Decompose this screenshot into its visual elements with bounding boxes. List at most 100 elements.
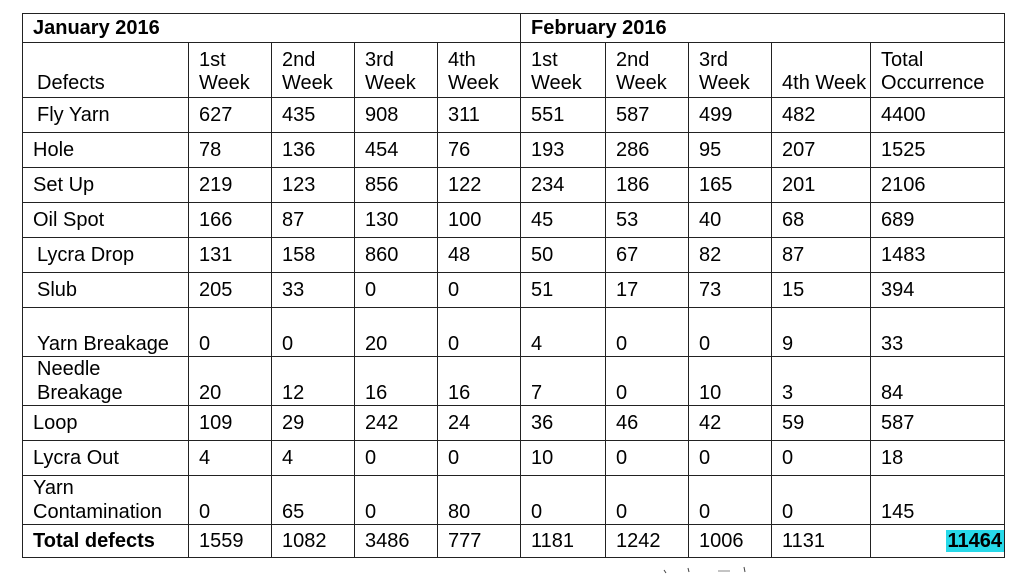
feb-week1-cell: 50 bbox=[520, 237, 607, 273]
header-jan-week4: 4th Week bbox=[436, 42, 522, 98]
defect-name-cell: Loop bbox=[22, 405, 189, 441]
jan-week1-cell: 131 bbox=[188, 237, 272, 273]
table-row: Lycra Out 4 4 0 0 10 0 0 0 18 bbox=[22, 440, 1006, 476]
jan-week2-cell: 0 bbox=[271, 307, 355, 357]
feb-week1-cell: 7 bbox=[520, 356, 607, 406]
feb-week2-cell: 587 bbox=[605, 97, 690, 133]
total-jan-week3-cell: 3486 bbox=[354, 524, 438, 558]
defect-name-cell: Yarn Contamination bbox=[22, 475, 189, 525]
total-feb-week2-cell: 1242 bbox=[605, 524, 690, 558]
defect-name-cell: Hole bbox=[22, 132, 189, 168]
feb-week3-cell: 73 bbox=[688, 272, 773, 308]
jan-week4-cell: 48 bbox=[436, 237, 522, 273]
table-row: Hole 78 136 454 76 193 286 95 207 1525 bbox=[22, 132, 1006, 168]
feb-week4-cell: 3 bbox=[771, 356, 872, 406]
table-row: Set Up 219 123 856 122 234 186 165 201 2106 bbox=[22, 167, 1006, 203]
total-occurrence-cell: 145 bbox=[870, 475, 1006, 525]
jan-week4-cell: 0 bbox=[436, 440, 522, 476]
defect-name-cell: Set Up bbox=[22, 167, 189, 203]
feb-week2-cell: 0 bbox=[605, 440, 690, 476]
grand-total-value: 11464 bbox=[945, 530, 1004, 552]
header-feb-week3: 3rd Week bbox=[688, 42, 773, 98]
defect-name-cell: Slub bbox=[22, 272, 189, 308]
totals-row: Total defects 1559 1082 3486 777 1181 1242 1006… bbox=[22, 524, 1006, 558]
feb-week4-cell: 87 bbox=[771, 237, 872, 273]
jan-week3-cell: 242 bbox=[354, 405, 438, 441]
jan-week4-cell: 0 bbox=[436, 307, 522, 357]
defect-name-cell: Needle Breakage bbox=[22, 356, 189, 406]
feb-week1-cell: 51 bbox=[520, 272, 607, 308]
feb-week3-cell: 42 bbox=[688, 405, 773, 441]
feb-week4-cell: 0 bbox=[771, 440, 872, 476]
jan-week1-cell: 627 bbox=[188, 97, 272, 133]
feb-week4-cell: 68 bbox=[771, 202, 872, 238]
header-feb-week2: 2nd Week bbox=[605, 42, 690, 98]
defect-name-cell: Fly Yarn bbox=[22, 97, 189, 133]
feb-week3-cell: 0 bbox=[688, 307, 773, 357]
total-occurrence-cell: 2106 bbox=[870, 167, 1006, 203]
feb-week4-cell: 9 bbox=[771, 307, 872, 357]
total-occurrence-cell: 84 bbox=[870, 356, 1006, 406]
total-feb-week4-cell: 1131 bbox=[771, 524, 872, 558]
defect-name-cell: Yarn Breakage bbox=[22, 307, 189, 357]
jan-week1-cell: 205 bbox=[188, 272, 272, 308]
defect-name-cell: Oil Spot bbox=[22, 202, 189, 238]
header-total-occurrence: Total Occurrence bbox=[870, 42, 1006, 98]
feb-week3-cell: 499 bbox=[688, 97, 773, 133]
jan-week4-cell: 100 bbox=[436, 202, 522, 238]
jan-week1-cell: 20 bbox=[188, 356, 272, 406]
table-row: Fly Yarn 627 435 908 311 551 587 499 482 4400 bbox=[22, 97, 1006, 133]
feb-week4-cell: 15 bbox=[771, 272, 872, 308]
jan-week2-cell: 65 bbox=[271, 475, 355, 525]
feb-week3-cell: 40 bbox=[688, 202, 773, 238]
table-body: January 2016 February 2016 Defects 1st W… bbox=[21, 13, 1006, 558]
month-header-row: January 2016 February 2016 bbox=[21, 13, 1006, 43]
feb-week4-cell: 0 bbox=[771, 475, 872, 525]
feb-week4-cell: 201 bbox=[771, 167, 872, 203]
feb-week3-cell: 0 bbox=[688, 440, 773, 476]
feb-week1-cell: 551 bbox=[520, 97, 607, 133]
feb-week3-cell: 95 bbox=[688, 132, 773, 168]
jan-week3-cell: 908 bbox=[354, 97, 438, 133]
feb-week1-cell: 234 bbox=[520, 167, 607, 203]
jan-week1-cell: 0 bbox=[188, 475, 272, 525]
jan-week3-cell: 16 bbox=[354, 356, 438, 406]
jan-week2-cell: 12 bbox=[271, 356, 355, 406]
table-row: Lycra Drop 131 158 860 48 50 67 82 87 1483 bbox=[22, 237, 1006, 273]
jan-week3-cell: 130 bbox=[354, 202, 438, 238]
jan-week2-cell: 4 bbox=[271, 440, 355, 476]
total-jan-week2-cell: 1082 bbox=[271, 524, 355, 558]
column-header-row: Defects 1st Week 2nd Week 3rd Week 4th W… bbox=[22, 42, 1006, 98]
total-feb-week1-cell: 1181 bbox=[520, 524, 607, 558]
jan-week3-cell: 20 bbox=[354, 307, 438, 357]
feb-week1-cell: 193 bbox=[520, 132, 607, 168]
jan-week4-cell: 80 bbox=[436, 475, 522, 525]
header-jan-week3: 3rd Week bbox=[354, 42, 438, 98]
header-feb-week4: 4th Week bbox=[771, 42, 872, 98]
jan-week1-cell: 78 bbox=[188, 132, 272, 168]
table-row: Needle Breakage 20 12 16 16 7 0 10 3 84 bbox=[22, 356, 1006, 406]
header-jan-week1: 1st Week bbox=[188, 42, 272, 98]
defect-name-cell: Lycra Drop bbox=[22, 237, 189, 273]
total-occurrence-cell: 587 bbox=[870, 405, 1006, 441]
scan-artifact bbox=[663, 566, 746, 574]
table-row: Yarn Breakage 0 0 20 0 4 0 0 9 33 bbox=[22, 307, 1006, 357]
feb-week1-cell: 36 bbox=[520, 405, 607, 441]
total-feb-week3-cell: 1006 bbox=[688, 524, 773, 558]
total-occurrence-cell: 1525 bbox=[870, 132, 1006, 168]
feb-week3-cell: 0 bbox=[688, 475, 773, 525]
defects-table: January 2016 February 2016 Defects 1st W… bbox=[21, 13, 1006, 558]
jan-week2-cell: 123 bbox=[271, 167, 355, 203]
feb-week1-cell: 0 bbox=[520, 475, 607, 525]
header-defects: Defects bbox=[22, 42, 189, 98]
header-jan-week2: 2nd Week bbox=[271, 42, 355, 98]
feb-week1-cell: 10 bbox=[520, 440, 607, 476]
jan-week4-cell: 24 bbox=[436, 405, 522, 441]
feb-week2-cell: 53 bbox=[605, 202, 690, 238]
total-occurrence-cell: 4400 bbox=[870, 97, 1006, 133]
jan-week4-cell: 311 bbox=[436, 97, 522, 133]
jan-week1-cell: 0 bbox=[188, 307, 272, 357]
total-defects-label: Total defects bbox=[22, 524, 189, 558]
feb-week2-cell: 0 bbox=[605, 307, 690, 357]
total-occurrence-cell: 18 bbox=[870, 440, 1006, 476]
